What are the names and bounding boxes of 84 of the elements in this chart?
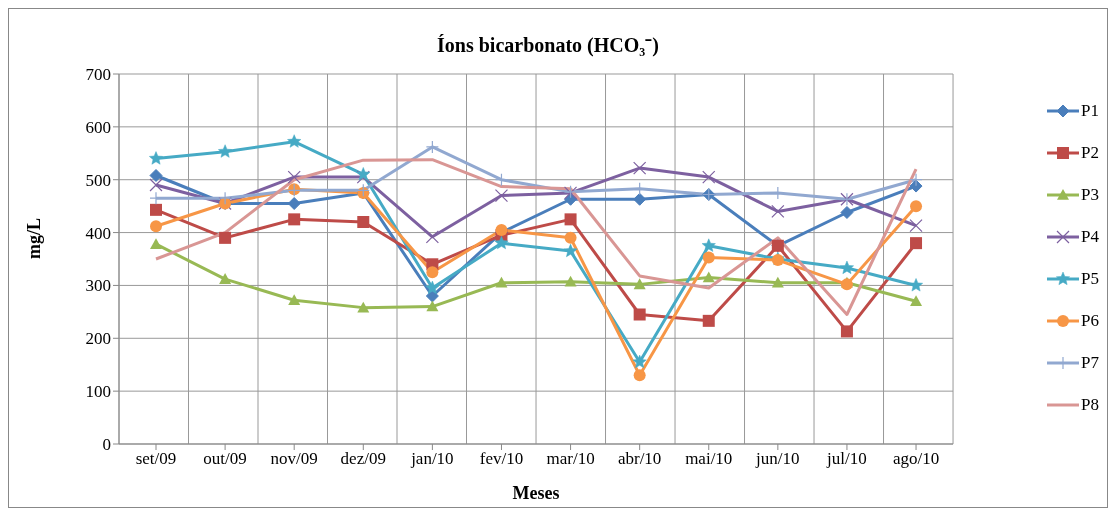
point xyxy=(633,161,647,175)
point xyxy=(287,170,301,184)
y-tick-label: 600 xyxy=(85,117,111,137)
point xyxy=(910,295,923,307)
point xyxy=(287,134,302,148)
legend-label: P8 xyxy=(1081,395,1099,415)
legend-label: P3 xyxy=(1081,185,1099,205)
point xyxy=(150,238,162,249)
y-tick-label: 400 xyxy=(85,223,111,243)
point xyxy=(564,213,577,226)
x-tick-label: jan/10 xyxy=(410,449,454,469)
point xyxy=(287,197,301,210)
point xyxy=(426,266,439,279)
y-tick-label: 700 xyxy=(85,65,111,85)
legend-label: P7 xyxy=(1081,353,1099,373)
point xyxy=(840,205,854,219)
x-tick-label: dez/09 xyxy=(340,449,386,469)
point xyxy=(357,301,370,313)
y-tick-label: 500 xyxy=(85,170,111,190)
point xyxy=(426,300,439,312)
point xyxy=(771,276,784,288)
point xyxy=(288,213,301,226)
point xyxy=(702,170,716,184)
point xyxy=(149,168,163,182)
point xyxy=(840,325,853,338)
point xyxy=(218,144,232,158)
point xyxy=(564,231,577,244)
point xyxy=(494,188,509,203)
x-tick-label: out/09 xyxy=(203,449,247,469)
point xyxy=(633,369,646,382)
point xyxy=(495,276,508,288)
point xyxy=(702,251,715,264)
x-tick-label: mar/10 xyxy=(546,449,595,469)
x-axis-title: Meses xyxy=(512,483,560,503)
point xyxy=(701,238,716,252)
point xyxy=(218,191,232,205)
line-series xyxy=(154,158,918,316)
point xyxy=(219,231,232,244)
x-tick-label: set/09 xyxy=(135,449,177,469)
legend-label: P1 xyxy=(1081,101,1099,121)
point xyxy=(495,223,508,236)
point xyxy=(563,243,578,257)
point xyxy=(910,200,923,213)
point xyxy=(632,354,647,368)
point xyxy=(149,151,163,165)
x-tick-label: mai/10 xyxy=(685,449,733,469)
point xyxy=(702,271,715,283)
x-tick-label: fev/10 xyxy=(479,449,524,469)
legend-label: P5 xyxy=(1081,269,1099,289)
point xyxy=(771,204,785,219)
point xyxy=(425,140,439,154)
legend-label: P6 xyxy=(1081,311,1099,331)
point xyxy=(149,178,163,192)
point xyxy=(564,275,577,287)
point xyxy=(909,173,923,187)
y-tick-label: 100 xyxy=(85,382,111,402)
point xyxy=(909,219,923,233)
x-tick-label: nov/09 xyxy=(270,449,318,469)
x-tick-label: abr/10 xyxy=(617,449,662,469)
point xyxy=(633,278,646,290)
legend-label: P4 xyxy=(1081,227,1099,247)
point xyxy=(288,294,301,306)
point xyxy=(150,220,162,233)
point xyxy=(150,203,162,216)
point xyxy=(702,314,715,327)
y-axis-title: mg/L xyxy=(24,217,45,259)
chart-title: Íons bicarbonato (HCO₃⁻) xyxy=(436,33,660,58)
point xyxy=(633,192,647,206)
legend-label: P2 xyxy=(1081,143,1099,163)
point xyxy=(357,216,370,228)
point xyxy=(425,280,440,294)
y-tick-label: 200 xyxy=(85,329,111,349)
point xyxy=(840,260,854,274)
point xyxy=(494,235,509,250)
point xyxy=(910,237,923,250)
point xyxy=(633,308,646,321)
point xyxy=(219,273,232,284)
x-tick-label: jun/10 xyxy=(755,449,800,469)
x-tick-label: jul/10 xyxy=(826,449,867,469)
x-tick-label: ago/10 xyxy=(892,449,940,469)
point xyxy=(909,278,923,292)
y-tick-label: 300 xyxy=(85,276,111,296)
point xyxy=(425,230,439,244)
y-tick-label: 0 xyxy=(102,435,111,455)
